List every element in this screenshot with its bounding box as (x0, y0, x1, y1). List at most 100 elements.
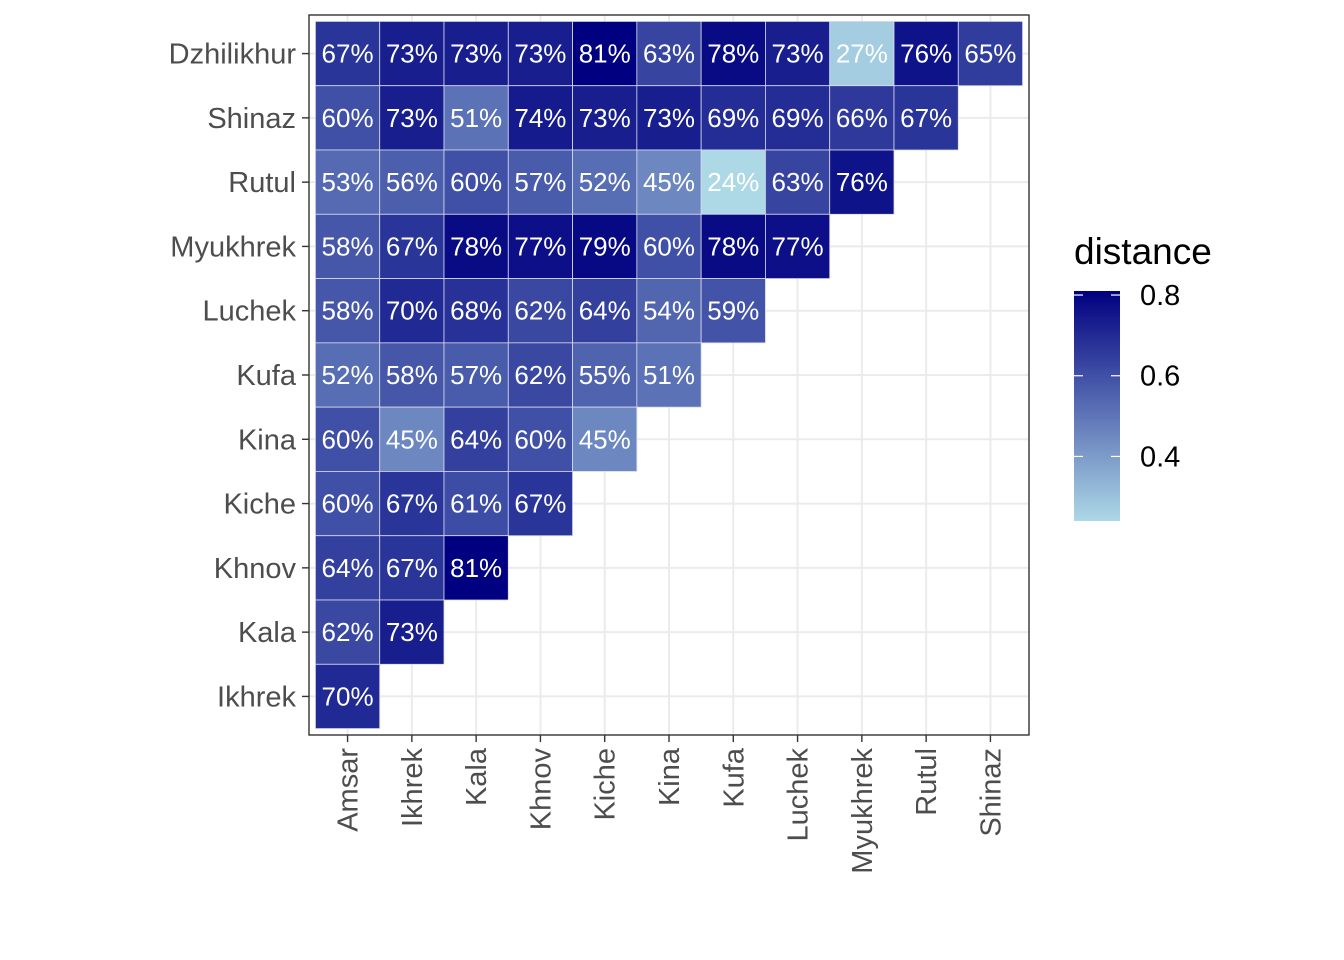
cell-value-label: 69% (772, 103, 824, 133)
cell-value-label: 55% (579, 360, 631, 390)
heatmap-cell (315, 213, 381, 279)
x-axis-tick-label: Rutul (911, 748, 943, 816)
heatmap-cell (443, 471, 509, 537)
heatmap-cell (765, 21, 831, 87)
heatmap-cell (379, 213, 445, 279)
heatmap-cell (443, 406, 509, 472)
cell-value-label: 64% (322, 553, 374, 583)
cell-value-label: 67% (514, 489, 566, 519)
heatmap-cell (443, 85, 509, 151)
x-axis-tick-label: Kiche (590, 748, 622, 821)
cell-value-label: 58% (322, 296, 374, 326)
heatmap-cell (700, 213, 766, 279)
heatmap-cell (443, 342, 509, 408)
heatmap-cell (636, 149, 702, 215)
heatmap-cell (315, 85, 381, 151)
heatmap-cell (379, 535, 445, 601)
legend-title: distance (1074, 231, 1212, 272)
cell-value-label: 73% (386, 617, 438, 647)
cell-value-label: 62% (514, 296, 566, 326)
cell-value-label: 62% (322, 617, 374, 647)
cell-value-label: 60% (450, 167, 502, 197)
heatmap-cell (700, 21, 766, 87)
cell-value-label: 68% (450, 296, 502, 326)
heatmap-cell (893, 21, 959, 87)
x-axis-tick-label: Kufa (718, 747, 750, 808)
y-axis-tick-label: Kala (238, 617, 297, 649)
heatmap-cell (315, 342, 381, 408)
heatmap-cell (507, 278, 573, 344)
legend: distance 0.4 0.6 0.8 (1074, 231, 1212, 521)
y-axis-tick-label: Dzhilikhur (169, 39, 297, 71)
heatmap-cell (315, 278, 381, 344)
heatmap-cell (507, 85, 573, 151)
x-axis-tick-label: Shinaz (975, 748, 1007, 837)
heatmap-cell (572, 213, 638, 279)
heatmap-cell (765, 85, 831, 151)
heatmap-cell (829, 149, 895, 215)
heatmap-cell (572, 149, 638, 215)
heatmap-cell (379, 278, 445, 344)
x-axis-tick-label: Kina (654, 747, 686, 806)
cell-value-label: 27% (836, 39, 888, 69)
cell-value-label: 51% (450, 103, 502, 133)
cell-value-label: 65% (964, 39, 1016, 69)
cell-value-label: 52% (579, 167, 631, 197)
cell-value-label: 58% (322, 231, 374, 261)
heatmap-cell (315, 21, 381, 87)
heatmap-cell (700, 278, 766, 344)
cell-value-label: 66% (836, 103, 888, 133)
cell-value-label: 59% (707, 296, 759, 326)
cell-value-label: 78% (707, 39, 759, 69)
heatmap-cell (507, 342, 573, 408)
cell-value-label: 73% (643, 103, 695, 133)
cell-value-label: 61% (450, 489, 502, 519)
legend-tick-label: 0.4 (1140, 441, 1180, 473)
cell-value-label: 67% (386, 231, 438, 261)
cell-value-label: 63% (772, 167, 824, 197)
x-axis-tick-label: Khnov (525, 748, 557, 831)
y-axis-tick-label: Shinaz (207, 103, 296, 135)
cell-value-label: 45% (386, 424, 438, 454)
cell-value-label: 60% (322, 489, 374, 519)
cell-value-label: 73% (386, 103, 438, 133)
cell-value-label: 73% (514, 39, 566, 69)
legend-tick-label: 0.8 (1140, 280, 1180, 312)
cell-value-label: 60% (514, 424, 566, 454)
cell-value-label: 45% (579, 424, 631, 454)
cell-value-label: 76% (900, 39, 952, 69)
cell-value-label: 70% (386, 296, 438, 326)
y-axis-tick-label: Myukhrek (170, 231, 296, 263)
x-axis-tick-label: Ikhrek (397, 748, 429, 827)
y-axis-tick-label: Kufa (236, 360, 297, 392)
heatmap-cell (315, 535, 381, 601)
legend-colorbar (1074, 291, 1120, 521)
cell-value-label: 60% (322, 424, 374, 454)
cell-value-label: 70% (322, 681, 374, 711)
heatmap-cell (507, 471, 573, 537)
cell-value-label: 67% (322, 39, 374, 69)
cell-value-label: 73% (579, 103, 631, 133)
heatmap-cell (315, 663, 381, 729)
heatmap-cell (765, 149, 831, 215)
heatmap-cell (636, 85, 702, 151)
y-axis-tick-label: Kina (238, 424, 297, 456)
heatmap-cells: 67% 73% 73% 73% 81% 63% 78% 73% 27% 76% 65% 60% 73% 5… (315, 21, 1023, 729)
x-axis-tick-label: Kala (461, 747, 493, 806)
heatmap-cell (700, 85, 766, 151)
legend-tick-label: 0.6 (1140, 361, 1180, 393)
y-axis-tick-label: Rutul (228, 167, 296, 199)
heatmap-cell (572, 21, 638, 87)
cell-value-label: 73% (450, 39, 502, 69)
heatmap-cell (315, 406, 381, 472)
heatmap-cell (315, 599, 381, 665)
cell-value-label: 69% (707, 103, 759, 133)
x-axis-tick-label: Myukhrek (847, 748, 879, 874)
heatmap-cell (443, 21, 509, 87)
cell-value-label: 64% (450, 424, 502, 454)
cell-value-label: 58% (386, 360, 438, 390)
cell-value-label: 73% (386, 39, 438, 69)
y-axis-tick-label: Khnov (214, 553, 297, 585)
heatmap-cell (379, 342, 445, 408)
